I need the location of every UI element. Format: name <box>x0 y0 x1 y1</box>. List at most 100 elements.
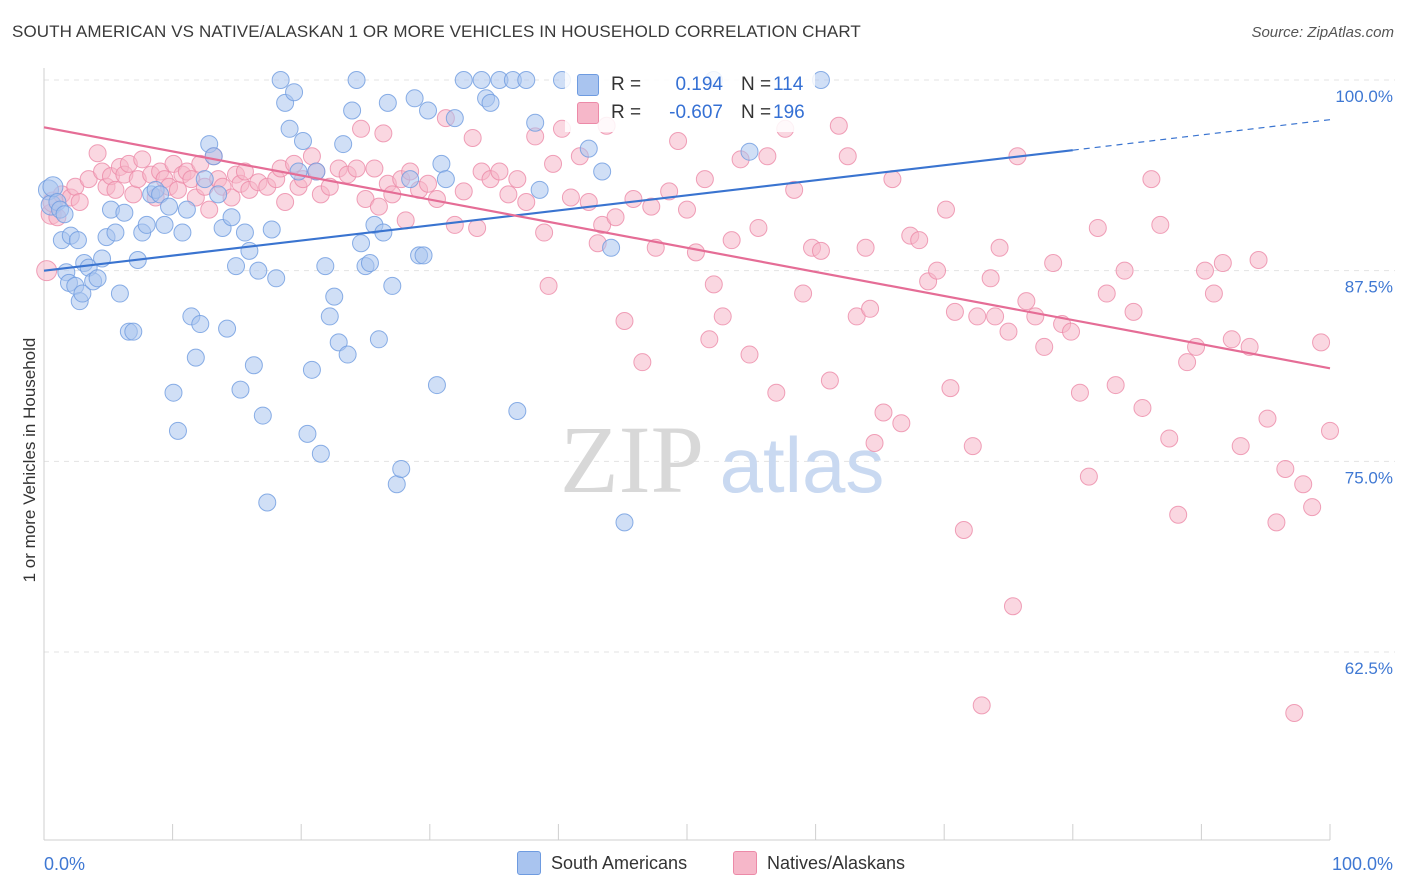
data-point <box>378 93 397 112</box>
data-point <box>432 154 451 173</box>
data-point <box>1035 337 1054 356</box>
data-point <box>124 185 143 204</box>
data-point <box>419 174 438 193</box>
data-point <box>579 139 598 158</box>
data-point <box>1088 218 1107 237</box>
data-point <box>419 101 438 120</box>
data-point <box>289 162 308 181</box>
data-point <box>347 159 366 178</box>
n-label: N = <box>741 74 772 95</box>
data-point <box>347 71 366 89</box>
data-point <box>343 101 362 120</box>
watermark-atlas: atlas <box>720 421 885 509</box>
data-point <box>168 421 187 440</box>
data-point <box>740 345 759 364</box>
legend-label: South Americans <box>551 852 688 873</box>
data-point <box>293 132 312 151</box>
data-point <box>1204 284 1223 303</box>
data-point <box>396 211 415 230</box>
data-point <box>811 241 830 260</box>
data-point <box>472 71 491 89</box>
data-point <box>1115 261 1134 280</box>
tick-labels: 100.0% 87.5% 75.0% 62.5% 0.0% 100.0% <box>44 87 1393 874</box>
data-point <box>302 147 321 166</box>
data-point <box>468 218 487 237</box>
data-point <box>276 193 295 212</box>
data-point <box>847 307 866 326</box>
data-point <box>320 307 339 326</box>
legend-item-natives-alaskans[interactable]: Natives/Alaskans <box>733 851 905 875</box>
data-point <box>356 189 375 208</box>
data-point <box>436 170 455 189</box>
data-point <box>204 147 223 166</box>
data-point <box>1106 376 1125 395</box>
data-point <box>749 218 768 237</box>
watermark-zip: ZIP <box>560 406 704 513</box>
data-point <box>892 414 911 433</box>
data-point <box>352 234 371 253</box>
data-point <box>280 119 299 138</box>
data-point <box>271 71 290 89</box>
trend-line-natives-alaskans <box>43 126 1331 370</box>
trend-lines <box>43 119 1331 370</box>
data-point <box>88 144 107 163</box>
data-point <box>124 322 143 341</box>
data-point <box>968 307 987 326</box>
data-point <box>865 434 884 453</box>
data-point <box>200 200 219 219</box>
data-point <box>383 276 402 295</box>
data-point <box>856 238 875 257</box>
n-label: N = <box>741 102 772 123</box>
data-point <box>160 197 179 216</box>
y-axis-label: 1 or more Vehicles in Household <box>20 337 39 583</box>
data-point <box>910 231 929 250</box>
data-point <box>1044 254 1063 273</box>
data-point <box>1026 307 1045 326</box>
data-point <box>267 269 286 288</box>
data-point <box>454 71 473 89</box>
data-point <box>490 162 509 181</box>
data-point <box>530 180 549 199</box>
legend-item-south-americans[interactable]: South Americans <box>517 851 687 875</box>
legend-swatch-pink <box>577 102 599 124</box>
data-point <box>1142 170 1161 189</box>
trend-line-extension <box>1072 119 1331 151</box>
data-point <box>106 180 125 199</box>
data-point <box>508 170 527 189</box>
data-point <box>928 261 947 280</box>
data-point <box>526 113 545 132</box>
data-point <box>1267 513 1286 532</box>
data-point <box>227 257 246 276</box>
data-point <box>642 197 661 216</box>
data-point <box>115 203 134 222</box>
data-point <box>678 200 696 219</box>
data-point <box>990 238 1009 257</box>
legend-row-natives-alaskans: R = -0.607 N = 196 <box>577 100 805 126</box>
data-point <box>1079 467 1098 486</box>
data-point <box>941 379 960 398</box>
data-point <box>722 231 741 250</box>
data-point <box>218 319 237 338</box>
data-point <box>1285 704 1304 723</box>
data-point <box>88 269 107 288</box>
data-point <box>785 180 804 199</box>
data-point <box>1097 284 1116 303</box>
data-point <box>463 128 482 147</box>
data-point <box>325 287 344 306</box>
data-point <box>302 360 321 379</box>
data-point <box>954 520 973 539</box>
data-point <box>360 254 379 273</box>
data-point <box>1062 322 1081 341</box>
data-point <box>695 170 714 189</box>
data-point <box>106 223 125 242</box>
data-point <box>307 162 326 181</box>
legend-label: Natives/Alaskans <box>767 852 906 873</box>
data-point <box>298 424 317 443</box>
data-point <box>454 182 473 201</box>
x-tick-label: 100.0% <box>1332 854 1393 874</box>
data-point <box>352 119 371 138</box>
data-point <box>70 193 89 212</box>
data-point <box>660 182 679 201</box>
data-point <box>1240 337 1259 356</box>
